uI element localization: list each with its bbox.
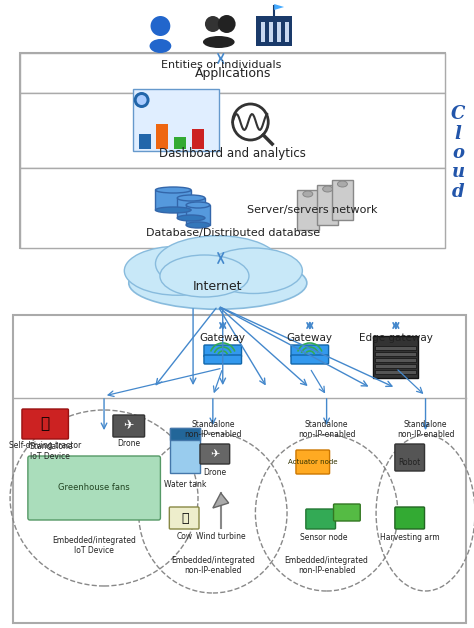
Ellipse shape [337, 181, 347, 187]
FancyBboxPatch shape [204, 345, 242, 357]
Text: 🐄: 🐄 [182, 511, 189, 524]
Bar [375, 364, 416, 368]
Text: Entities or individuals: Entities or individuals [161, 60, 281, 70]
FancyBboxPatch shape [297, 190, 319, 230]
Bar [375, 352, 416, 356]
FancyBboxPatch shape [373, 336, 418, 378]
Ellipse shape [155, 236, 280, 292]
Text: Standalone
non-IP-enabled: Standalone non-IP-enabled [397, 420, 454, 440]
FancyBboxPatch shape [395, 507, 425, 529]
Text: ✈: ✈ [124, 420, 134, 433]
Text: Cow: Cow [177, 532, 193, 541]
Ellipse shape [124, 246, 231, 295]
Text: Standalone
non-IP-enabled: Standalone non-IP-enabled [298, 420, 356, 440]
Text: Robot: Robot [399, 458, 421, 467]
Text: Dashboard and analytics: Dashboard and analytics [159, 148, 306, 161]
Text: Internet: Internet [193, 279, 243, 293]
FancyBboxPatch shape [133, 89, 219, 151]
Text: Wind turbine: Wind turbine [196, 532, 246, 541]
Bar [186, 205, 210, 225]
FancyBboxPatch shape [204, 355, 242, 364]
Text: C
l
o
u
d: C l o u d [451, 106, 465, 201]
Text: 🚜: 🚜 [40, 416, 49, 431]
Bar [170, 428, 200, 440]
Ellipse shape [204, 248, 302, 293]
Bar [156, 124, 168, 149]
Bar [261, 22, 265, 42]
Bar [285, 22, 289, 42]
Polygon shape [213, 493, 228, 508]
Ellipse shape [155, 207, 191, 213]
FancyBboxPatch shape [20, 53, 445, 248]
Circle shape [137, 95, 146, 105]
FancyBboxPatch shape [170, 428, 200, 473]
Text: Standalone
IoT Device: Standalone IoT Device [30, 442, 73, 462]
FancyBboxPatch shape [306, 509, 336, 529]
Ellipse shape [160, 255, 249, 297]
Circle shape [151, 16, 170, 36]
FancyBboxPatch shape [200, 444, 230, 464]
Text: ✈: ✈ [210, 449, 219, 459]
FancyBboxPatch shape [113, 415, 145, 437]
FancyBboxPatch shape [256, 16, 292, 46]
Bar [174, 137, 186, 149]
Text: Applications: Applications [194, 67, 271, 80]
Ellipse shape [186, 222, 210, 228]
Ellipse shape [303, 191, 313, 197]
FancyBboxPatch shape [291, 345, 328, 357]
FancyBboxPatch shape [20, 53, 445, 93]
Ellipse shape [129, 257, 307, 309]
Bar [192, 129, 204, 149]
Circle shape [205, 16, 221, 32]
Ellipse shape [203, 36, 235, 48]
Text: Water tank: Water tank [164, 480, 206, 489]
Bar [155, 190, 191, 210]
Text: Server/servers network: Server/servers network [246, 205, 377, 215]
FancyBboxPatch shape [331, 180, 353, 220]
FancyBboxPatch shape [291, 355, 328, 364]
Text: Drone: Drone [203, 468, 227, 477]
Text: Database/Distributed database: Database/Distributed database [146, 228, 319, 238]
Polygon shape [274, 4, 284, 10]
FancyBboxPatch shape [22, 409, 68, 439]
Text: Drone: Drone [117, 439, 140, 448]
Text: Embedded/integrated
non-IP-enabled: Embedded/integrated non-IP-enabled [285, 556, 369, 575]
Text: Actuator node: Actuator node [288, 459, 337, 465]
Ellipse shape [177, 215, 205, 221]
Ellipse shape [323, 186, 333, 192]
FancyBboxPatch shape [13, 315, 466, 623]
FancyBboxPatch shape [395, 444, 425, 471]
Bar [375, 370, 416, 374]
Text: Harvesting arm: Harvesting arm [380, 533, 439, 542]
Ellipse shape [186, 202, 210, 208]
FancyBboxPatch shape [296, 450, 329, 474]
Ellipse shape [177, 195, 205, 201]
Bar [269, 22, 273, 42]
Bar [277, 22, 281, 42]
Text: Gateway: Gateway [287, 333, 333, 343]
Circle shape [218, 15, 236, 33]
Text: Standalone
non-IP-enabled: Standalone non-IP-enabled [184, 420, 242, 440]
Text: Embedded/integrated
IoT Device: Embedded/integrated IoT Device [52, 536, 136, 555]
Text: Gateway: Gateway [200, 333, 246, 343]
FancyBboxPatch shape [20, 168, 445, 248]
Text: Greenhouse fans: Greenhouse fans [58, 484, 130, 492]
FancyBboxPatch shape [317, 185, 338, 225]
Text: Sensor node: Sensor node [300, 533, 347, 542]
Text: Self-driving tractor: Self-driving tractor [9, 441, 81, 450]
FancyBboxPatch shape [169, 507, 199, 529]
FancyBboxPatch shape [28, 456, 160, 520]
Bar [375, 358, 416, 362]
Circle shape [134, 92, 149, 108]
Ellipse shape [149, 39, 171, 53]
Text: Embedded/integrated
non-IP-enabled: Embedded/integrated non-IP-enabled [171, 556, 255, 575]
Text: Edge gateway: Edge gateway [359, 333, 433, 343]
FancyBboxPatch shape [334, 504, 360, 521]
FancyBboxPatch shape [20, 93, 445, 168]
Bar [177, 198, 205, 218]
Bar [375, 346, 416, 350]
Ellipse shape [155, 187, 191, 193]
Bar [139, 134, 151, 149]
